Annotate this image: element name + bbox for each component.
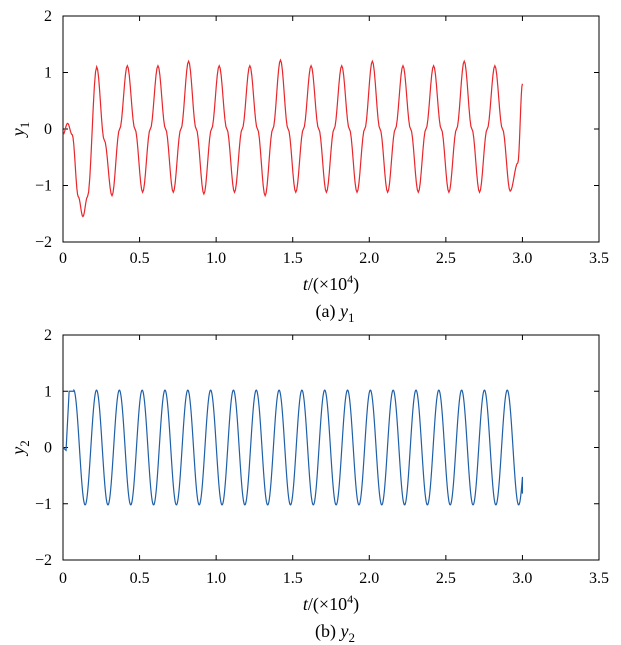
panel-caption: (a) y1 [316, 301, 355, 325]
x-tick-label: 1.5 [283, 570, 303, 587]
series-line [62, 388, 524, 506]
x-tick-label: 1.0 [206, 250, 226, 267]
x-tick-label: 0 [59, 570, 67, 587]
y-tick-label: 1 [44, 65, 52, 82]
y-tick-label: −2 [35, 552, 52, 569]
y-tick-label: 2 [44, 327, 52, 344]
x-tick-label: 3.5 [589, 250, 609, 267]
x-tick-label: 2.0 [359, 570, 379, 587]
x-tick-label: 0.5 [130, 250, 150, 267]
y-tick-label: 0 [44, 440, 52, 457]
x-tick-label: 1.0 [206, 570, 226, 587]
panel-caption: (b) y2 [315, 621, 355, 645]
chart-panel-2: 0 0.5 1.0 1.5 2.0 2.5 3.0 3.5 −2 −1 0 1 2 t/(×104) y2 (… [8, 327, 609, 645]
y-tick-label: −1 [35, 178, 52, 195]
y-tick-label: 2 [44, 8, 52, 25]
x-tick-label: 1.5 [283, 250, 303, 267]
y-axis-label: y1 [8, 122, 32, 139]
x-tick-label: 0 [59, 250, 67, 267]
y-tick-label: −1 [35, 496, 52, 513]
x-tick-label: 0.5 [130, 570, 150, 587]
x-tick-label: 2.0 [359, 250, 379, 267]
y-tick-label: −2 [35, 234, 52, 251]
y-tick-label: 0 [44, 121, 52, 138]
series-line [62, 58, 524, 218]
x-axis-label: t/(×104) [303, 272, 359, 295]
plot-frame [62, 15, 600, 243]
x-axis-label: t/(×104) [303, 592, 359, 615]
x-tick-label: 3.5 [589, 570, 609, 587]
x-tick-label: 3.0 [512, 570, 532, 587]
x-tick-label: 3.0 [512, 250, 532, 267]
x-tick-label: 2.5 [436, 250, 456, 267]
y-tick-label: 1 [44, 383, 52, 400]
x-tick-label: 2.5 [436, 570, 456, 587]
y-axis-label: y2 [8, 440, 32, 457]
chart-panel-1: 0 0.5 1.0 1.5 2.0 2.5 3.0 3.5 −2 −1 0 1 2 t/(×104) y1 (… [8, 8, 609, 325]
